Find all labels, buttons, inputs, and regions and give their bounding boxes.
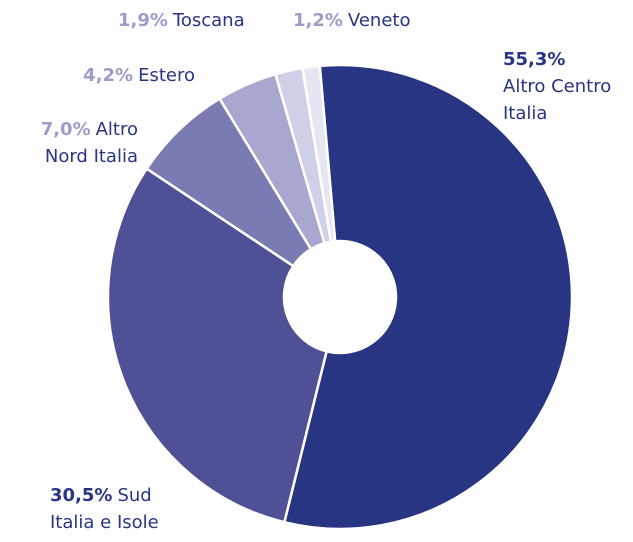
slice-label: 4,2% Estero [35, 62, 195, 89]
value-label: 4,2% [83, 65, 134, 86]
slice [144, 96, 313, 268]
category-label: Sud Italia e Isole [50, 485, 159, 533]
slice-label: 1,2% Veneto [293, 7, 453, 34]
value-label: 7,0% [40, 119, 91, 140]
category-label: Altro Centro Italia [503, 76, 612, 124]
slice-label: 7,0% Altro Nord Italia [13, 116, 138, 170]
slice-label: 30,5% Sud Italia e Isole [50, 482, 175, 536]
value-label: 1,9% [118, 10, 168, 31]
value-label: 55,3% [503, 49, 566, 70]
category-label: Estero [138, 65, 195, 86]
value-label: 1,2% [293, 10, 343, 31]
slice [282, 63, 574, 531]
category-label: Altro Nord Italia [44, 119, 138, 167]
category-label: Toscana [172, 10, 245, 31]
slice-label: 55,3% Altro Centro Italia [503, 46, 621, 127]
value-label: 30,5% [50, 485, 113, 506]
slice-label: 1,9% Toscana [118, 7, 278, 34]
slice [301, 64, 337, 244]
category-label: Veneto [347, 10, 411, 31]
slice [106, 166, 329, 524]
